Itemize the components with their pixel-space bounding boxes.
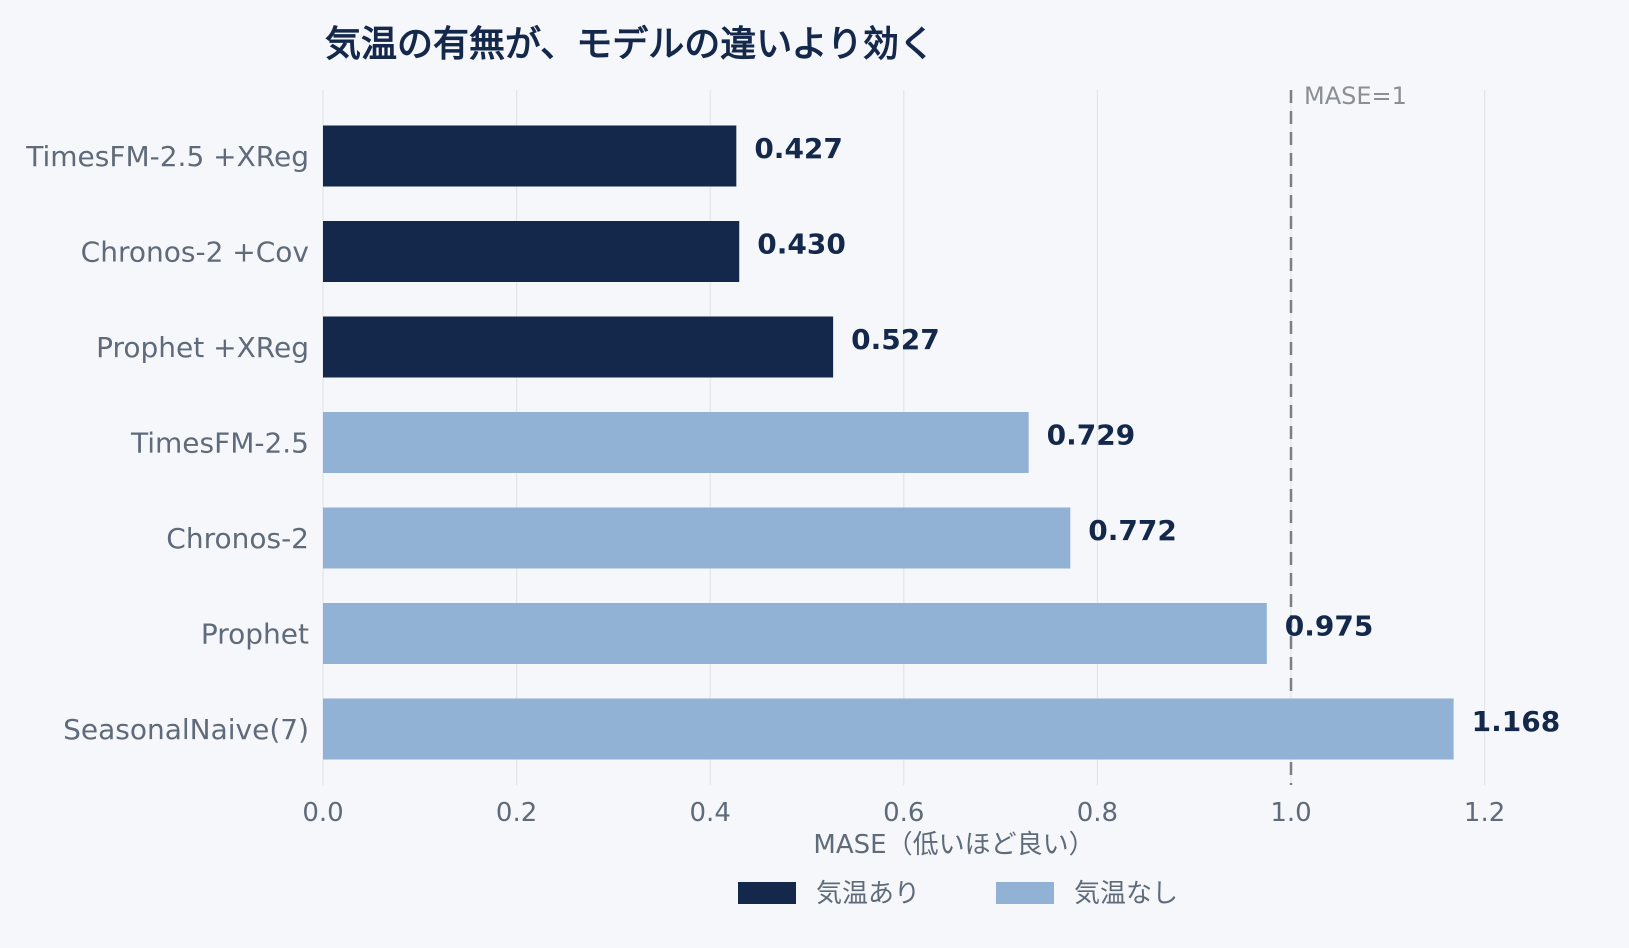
x-tick-label: 0.8 (1077, 798, 1118, 828)
data-label: 0.772 (1088, 514, 1177, 547)
x-axis-label: MASE（低いほど良い） (813, 830, 1094, 860)
reference-line-label: MASE=1 (1304, 82, 1407, 110)
category-label: Prophet (201, 618, 309, 651)
reference-line: MASE=1 (1289, 82, 1407, 785)
bar (323, 125, 737, 187)
data-label: 0.975 (1285, 610, 1374, 643)
legend-swatch (996, 882, 1054, 904)
bar (323, 316, 834, 378)
category-label: TimesFM-2.5 +XReg (25, 140, 309, 173)
bars: TimesFM-2.5 +XReg 0.427 Chronos-2 +Cov 0.43… (25, 125, 1561, 760)
x-tick-label: 1.2 (1464, 798, 1505, 828)
legend: 気温あり 気温なし (738, 879, 1178, 909)
x-tick-label: 0.4 (690, 798, 731, 828)
category-label: Prophet +XReg (96, 331, 309, 364)
bar (323, 507, 1071, 569)
x-axis: 0.0 0.2 0.4 0.6 0.8 1.0 1.2 (302, 798, 1505, 828)
bar (323, 698, 1454, 760)
category-label: SeasonalNaive(7) (63, 713, 309, 746)
data-label: 0.527 (851, 323, 940, 356)
category-label: TimesFM-2.5 (130, 427, 309, 460)
data-label: 0.430 (757, 228, 846, 261)
x-tick-label: 0.2 (496, 798, 537, 828)
legend-swatch (738, 882, 796, 904)
data-label: 0.427 (754, 132, 843, 165)
chart-title: 気温の有無が、モデルの違いより効く (325, 23, 935, 65)
bar (323, 412, 1029, 473)
legend-label: 気温あり (816, 879, 920, 909)
x-tick-label: 0.0 (302, 798, 343, 828)
x-tick-label: 0.6 (883, 798, 924, 828)
data-label: 0.729 (1047, 419, 1136, 452)
bar (323, 603, 1267, 664)
x-tick-label: 1.0 (1270, 798, 1311, 828)
category-label: Chronos-2 +Cov (81, 236, 309, 269)
bar (323, 221, 740, 282)
data-label: 1.168 (1472, 705, 1561, 738)
category-label: Chronos-2 (166, 522, 309, 555)
legend-label: 気温なし (1074, 879, 1178, 909)
